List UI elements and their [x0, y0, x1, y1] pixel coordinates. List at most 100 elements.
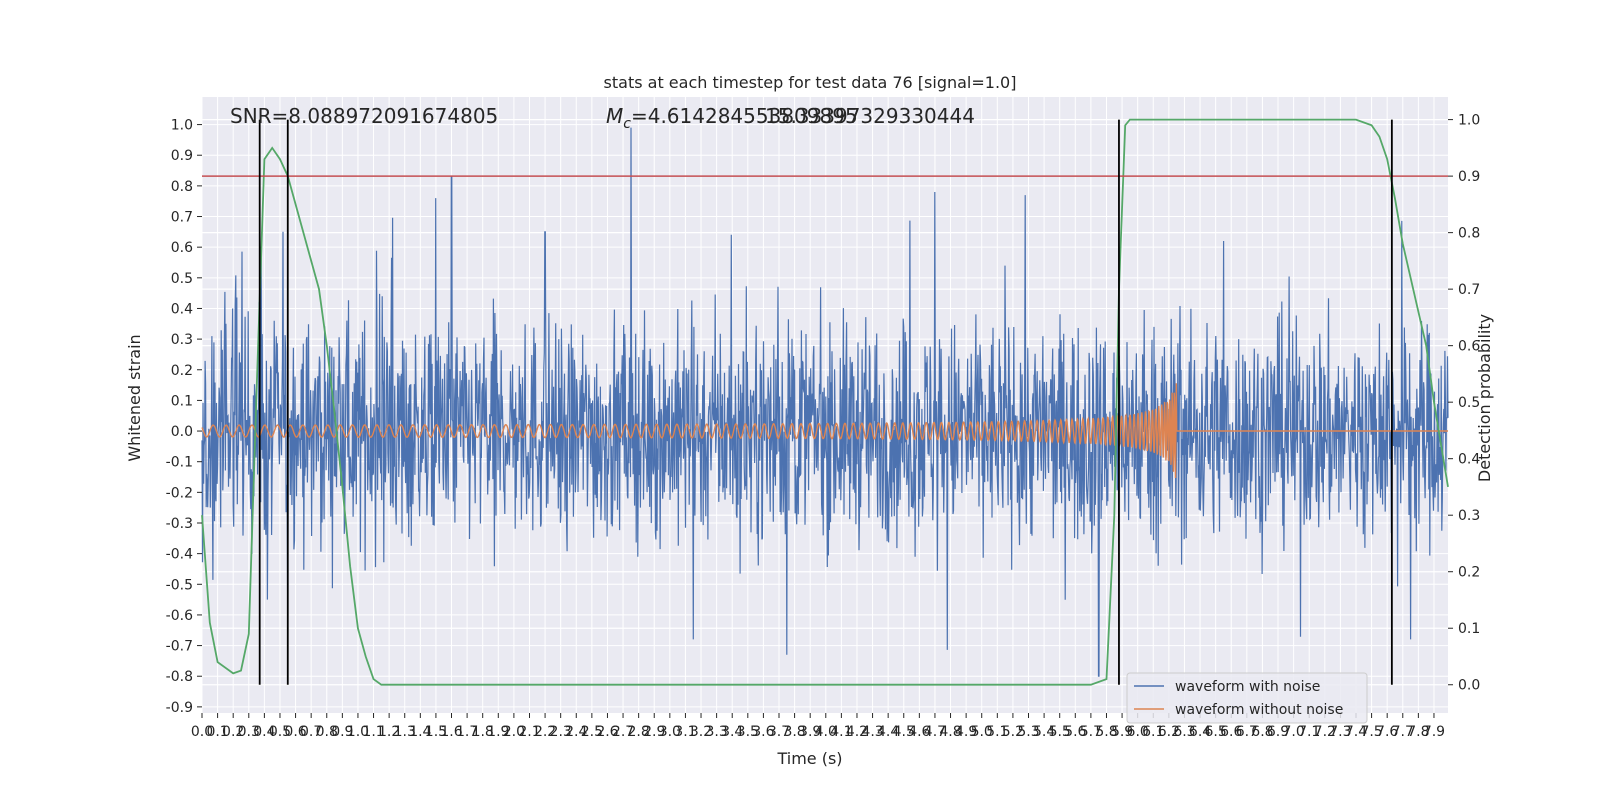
- y2-tick-label: 0.8: [1458, 226, 1480, 242]
- x-tick-label: 4.0: [815, 724, 837, 740]
- x-tick-label: 7.8: [1407, 724, 1429, 740]
- x-tick-label: 4.3: [861, 724, 883, 740]
- x-tick-label: 6.1: [1142, 724, 1164, 740]
- x-tick-label: 2.6: [596, 724, 618, 740]
- legend: waveform with noise waveform without noi…: [1126, 672, 1368, 724]
- overlap-annotation: 15.33397329330444: [765, 104, 975, 128]
- x-tick-label: 2.0: [503, 724, 525, 740]
- x-axis-ticks: 0.00.10.20.30.40.50.60.70.80.91.01.11.21…: [191, 713, 1445, 740]
- y-tick-label: 0.6: [171, 240, 193, 256]
- x-tick-label: 6.0: [1127, 724, 1149, 740]
- x-tick-label: 5.0: [971, 724, 993, 740]
- x-tick-label: 6.7: [1236, 724, 1258, 740]
- x-tick-label: 6.3: [1173, 724, 1195, 740]
- x-tick-label: 5.1: [986, 724, 1008, 740]
- x-tick-label: 3.3: [705, 724, 727, 740]
- chirp-mass-value: =4.614284553809895: [631, 104, 858, 128]
- x-tick-label: 7.2: [1314, 724, 1336, 740]
- x-tick-label: 2.8: [628, 724, 650, 740]
- x-tick-label: 6.2: [1158, 724, 1180, 740]
- series-waveform-without-noise: [201, 383, 1448, 479]
- x-tick-label: 0.3: [238, 724, 260, 740]
- y-tick-label: 0.5: [171, 271, 193, 287]
- y-tick-label: 1.0: [171, 118, 193, 134]
- y-tick-label: -0.3: [166, 516, 193, 532]
- chirp-mass-subscript: c: [623, 116, 631, 132]
- noise-line: [201, 127, 1449, 677]
- probability-line: [201, 118, 1449, 686]
- x-tick-label: 0.1: [206, 724, 228, 740]
- y-tick-label: 0.1: [171, 393, 193, 409]
- chirp-mass-annotation: Mc=4.614284553809895: [606, 104, 858, 132]
- y2-tick-label: 0.5: [1458, 395, 1480, 411]
- x-tick-label: 1.3: [394, 724, 416, 740]
- y-tick-label: -0.8: [166, 669, 193, 685]
- x-tick-label: 5.3: [1017, 724, 1039, 740]
- x-tick-label: 0.6: [284, 724, 306, 740]
- x-tick-label: 1.7: [456, 724, 478, 740]
- y-tick-label: -0.9: [166, 700, 193, 716]
- x-tick-label: 1.0: [347, 724, 369, 740]
- series-waveform-with-noise: [201, 127, 1449, 677]
- y-axis-label: Whitened strain: [125, 334, 144, 461]
- x-tick-label: 3.5: [737, 724, 759, 740]
- y-tick-label: 0.4: [171, 301, 193, 317]
- x-tick-label: 4.1: [830, 724, 852, 740]
- x-tick-label: 5.9: [1111, 724, 1133, 740]
- x-tick-label: 3.4: [721, 724, 743, 740]
- x-tick-label: 3.8: [783, 724, 805, 740]
- legend-box: [1126, 672, 1368, 724]
- y-tick-label: 0.9: [171, 148, 193, 164]
- y-tick-label: 0.2: [171, 363, 193, 379]
- x-tick-label: 7.7: [1392, 724, 1414, 740]
- series-detection-probability: [201, 118, 1449, 686]
- x-tick-label: 5.4: [1033, 724, 1055, 740]
- x-tick-label: 1.8: [472, 724, 494, 740]
- x-tick-label: 6.5: [1205, 724, 1227, 740]
- x-tick-label: 7.1: [1298, 724, 1320, 740]
- x-axis-label: Time (s): [776, 749, 842, 768]
- x-tick-label: 4.7: [924, 724, 946, 740]
- x-tick-label: 3.9: [799, 724, 821, 740]
- x-tick-label: 2.3: [550, 724, 572, 740]
- y2-tick-label: 0.2: [1458, 565, 1480, 581]
- chirp-mass-symbol: M: [606, 104, 623, 128]
- x-tick-label: 7.9: [1423, 724, 1445, 740]
- x-tick-label: 2.9: [643, 724, 665, 740]
- x-tick-label: 3.6: [752, 724, 774, 740]
- y2-tick-label: 0.1: [1458, 621, 1480, 637]
- x-tick-label: 5.7: [1080, 724, 1102, 740]
- x-tick-label: 7.6: [1376, 724, 1398, 740]
- x-tick-label: 2.2: [534, 724, 556, 740]
- x-tick-label: 0.5: [269, 724, 291, 740]
- snr-annotation: SNR=8.088972091674805: [230, 104, 498, 128]
- y-tick-label: -0.5: [166, 577, 193, 593]
- x-tick-label: 1.6: [440, 724, 462, 740]
- x-tick-label: 4.6: [908, 724, 930, 740]
- x-tick-label: 1.1: [362, 724, 384, 740]
- x-tick-label: 0.0: [191, 724, 213, 740]
- x-tick-label: 6.8: [1251, 724, 1273, 740]
- x-tick-label: 1.9: [487, 724, 509, 740]
- legend-label-clean: waveform without noise: [1175, 702, 1343, 718]
- y-tick-label: 0.0: [171, 424, 193, 440]
- x-tick-label: 7.5: [1360, 724, 1382, 740]
- x-tick-label: 1.5: [425, 724, 447, 740]
- y2-tick-label: 0.3: [1458, 508, 1480, 524]
- y2-tick-label: 0.9: [1458, 169, 1480, 185]
- y2-tick-label: 0.7: [1458, 282, 1480, 298]
- y-tick-label: -0.6: [166, 608, 193, 624]
- y-tick-label: 0.3: [171, 332, 193, 348]
- x-tick-label: 5.5: [1049, 724, 1071, 740]
- y-tick-label: -0.7: [166, 639, 193, 655]
- x-tick-label: 0.7: [300, 724, 322, 740]
- y-axis-ticks: 1.0 0.9 0.8 0.7 0.6 0.5 0.4 0.3 0.2 0.1 0.0 -0.1 -0.…: [166, 118, 202, 716]
- x-tick-label: 4.5: [893, 724, 915, 740]
- x-tick-label: 0.2: [222, 724, 244, 740]
- x-tick-label: 6.4: [1189, 724, 1211, 740]
- x-tick-label: 7.4: [1345, 724, 1367, 740]
- x-tick-label: 5.2: [1002, 724, 1024, 740]
- x-tick-label: 4.4: [877, 724, 899, 740]
- x-tick-label: 2.5: [581, 724, 603, 740]
